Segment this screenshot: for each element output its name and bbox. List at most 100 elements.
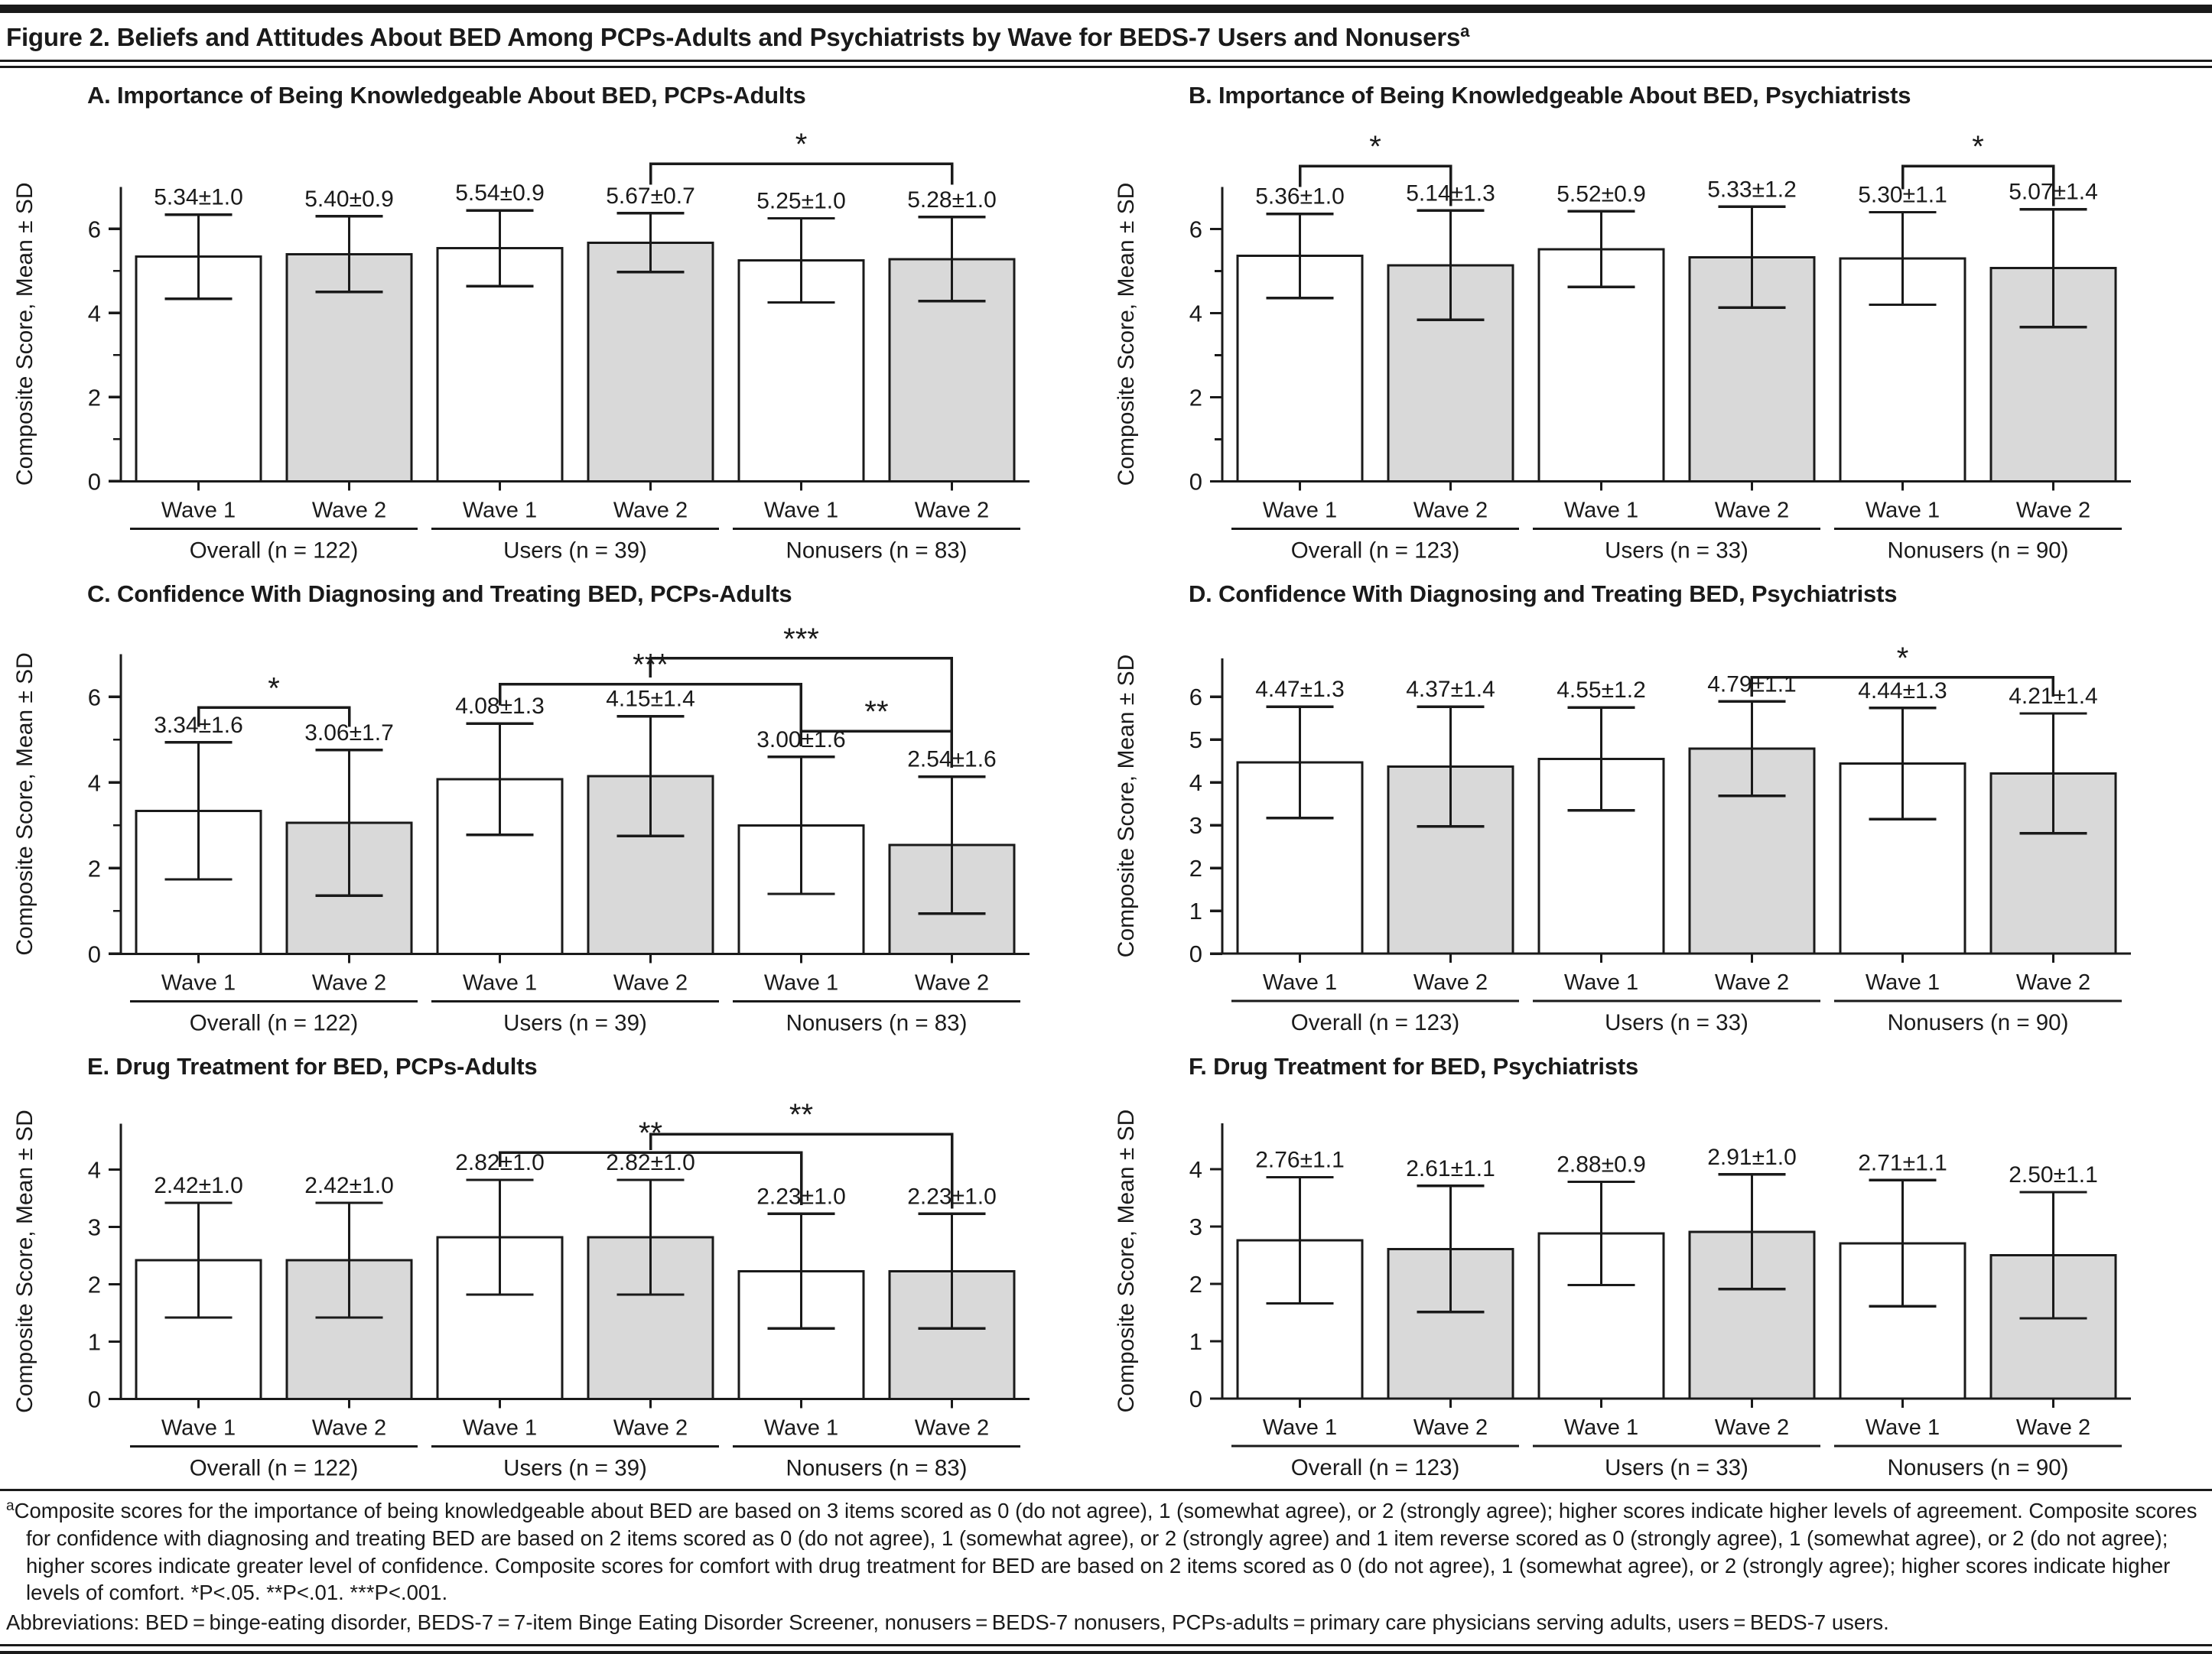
y-tick-label: 4 — [1189, 1156, 1202, 1183]
group-label: Users (n = 33) — [1605, 1010, 1748, 1035]
value-label: 2.42±1.0 — [304, 1173, 394, 1198]
y-axis-title: Composite Score, Mean ± SD — [1114, 1110, 1139, 1413]
wave-label: Wave 1 — [161, 970, 236, 995]
group-label: Nonusers (n = 83) — [786, 1010, 968, 1035]
panel-b-chart: 0 2 4 6 Composite Score, Mean ± SD 5.36±1.0 Wa… — [1114, 130, 2131, 563]
wave-label: Wave 2 — [613, 1415, 688, 1440]
panel-f: F. Drug Treatment for BED, Psychiatrists… — [1106, 1041, 2207, 1486]
value-label: 5.28±1.0 — [907, 187, 997, 213]
wave-label: Wave 2 — [1413, 970, 1488, 995]
y-tick-label: 4 — [88, 1156, 101, 1183]
sig-label: ** — [789, 1098, 813, 1132]
value-label: 4.44±1.3 — [1858, 678, 1947, 704]
group-label: Nonusers (n = 83) — [786, 538, 968, 563]
y-tick-label: 6 — [1189, 216, 1202, 242]
y-tick-label: 3 — [1189, 812, 1202, 839]
wave-label: Wave 2 — [915, 970, 989, 995]
y-tick-label: 1 — [1189, 1328, 1202, 1355]
y-tick-label: 2 — [1189, 855, 1202, 882]
wave-label: Wave 2 — [2016, 1415, 2090, 1440]
panel-d: D. Confidence With Diagnosing and Treati… — [1106, 568, 2207, 1041]
sig-label: * — [268, 671, 280, 705]
wave-label: Wave 1 — [764, 1415, 838, 1440]
panel-e: E. Drug Treatment for BED, PCPs-Adults 0… — [5, 1041, 1106, 1486]
value-label: 4.55±1.2 — [1557, 678, 1646, 703]
y-tick-label: 2 — [88, 1271, 101, 1298]
value-label: 5.67±0.7 — [606, 184, 695, 209]
group-label: Overall (n = 122) — [190, 1455, 359, 1480]
value-label: 5.40±0.9 — [304, 187, 394, 212]
panel-d-chart: 0 1 2 3 4 5 6 Composite Score, Mean ± SD 4.47±1.… — [1114, 642, 2131, 1035]
wave-label: Wave 2 — [1413, 1415, 1488, 1440]
value-label: 4.15±1.4 — [606, 686, 695, 711]
y-tick-label: 3 — [1189, 1214, 1202, 1240]
wave-label: Wave 1 — [1263, 1415, 1337, 1440]
panel-c-title: C. Confidence With Diagnosing and Treati… — [87, 580, 792, 607]
group-label: Nonusers (n = 90) — [1888, 1010, 2069, 1035]
group-label: Nonusers (n = 83) — [786, 1455, 968, 1480]
value-label: 5.52±0.9 — [1557, 181, 1646, 206]
footnote-divider-rule — [0, 1489, 2212, 1491]
wave-label: Wave 2 — [613, 970, 688, 995]
panel-c: C. Confidence With Diagnosing and Treati… — [5, 568, 1106, 1041]
group-label: Users (n = 39) — [503, 1455, 647, 1480]
footnote-marker: a — [6, 1498, 15, 1514]
sig-bracket — [1901, 164, 2055, 206]
wave-label: Wave 1 — [463, 1415, 537, 1440]
value-label: 2.91±1.0 — [1707, 1145, 1797, 1170]
y-tick-label: 1 — [88, 1328, 101, 1355]
sig-label: * — [1897, 642, 1909, 675]
top-border-bar — [0, 5, 2212, 13]
y-tick-label: 0 — [1189, 1386, 1202, 1412]
value-label: 2.42±1.0 — [154, 1173, 243, 1198]
panel-e-title: E. Drug Treatment for BED, PCPs-Adults — [87, 1053, 538, 1080]
wave-label: Wave 2 — [613, 498, 688, 522]
y-tick-label: 4 — [1189, 300, 1202, 327]
bar — [587, 241, 714, 483]
panel-a-chart: 0 2 4 6 Composite Score, Mean ± SD 5.34±1.0 Wa… — [12, 128, 1030, 563]
wave-label: Wave 1 — [463, 498, 537, 522]
value-label: 4.37±1.4 — [1406, 677, 1495, 702]
y-axis-title: Composite Score, Mean ± SD — [12, 1110, 37, 1413]
panel-a-title: A. Importance of Being Knowledgeable Abo… — [87, 82, 806, 109]
sig-label: *** — [783, 622, 819, 656]
wave-label: Wave 1 — [161, 1415, 236, 1440]
y-tick-label: 5 — [1189, 726, 1202, 753]
value-label: 2.61±1.1 — [1406, 1156, 1495, 1181]
y-tick-label: 2 — [1189, 1271, 1202, 1298]
group-label: Users (n = 33) — [1605, 538, 1748, 563]
wave-label: Wave 1 — [1866, 1415, 1940, 1440]
group-label: Overall (n = 123) — [1291, 538, 1460, 563]
sig-bracket — [649, 162, 954, 185]
y-tick-label: 0 — [1189, 468, 1202, 495]
wave-label: Wave 1 — [764, 498, 838, 522]
sig-bracket — [649, 656, 954, 768]
y-tick-label: 6 — [88, 684, 101, 710]
panel-b-title: B. Importance of Being Knowledgeable Abo… — [1189, 82, 1911, 109]
value-label: 5.33±1.2 — [1707, 177, 1797, 202]
group-label: Users (n = 33) — [1605, 1455, 1748, 1480]
wave-label: Wave 2 — [2016, 970, 2090, 995]
wave-label: Wave 1 — [1564, 498, 1638, 522]
figure-title-text: Figure 2. Beliefs and Attitudes About BE… — [6, 23, 1461, 51]
sig-bracket — [649, 1132, 954, 1208]
group-label: Nonusers (n = 90) — [1888, 1455, 2069, 1480]
wave-label: Wave 2 — [1715, 498, 1789, 522]
group-label: Nonusers (n = 90) — [1888, 538, 2069, 563]
panel-e-chart: 0 1 2 3 4 Composite Score, Mean ± SD 2.42±1.0 W… — [12, 1098, 1030, 1480]
group-label: Overall (n = 122) — [190, 538, 359, 563]
value-label: 4.47±1.3 — [1255, 677, 1345, 702]
sig-label: * — [1369, 130, 1381, 164]
group-label: Users (n = 39) — [503, 538, 647, 563]
wave-label: Wave 1 — [1263, 498, 1337, 522]
wave-label: Wave 2 — [1715, 1415, 1789, 1440]
sig-label: ** — [864, 695, 888, 729]
wave-label: Wave 1 — [1564, 970, 1638, 995]
y-tick-label: 0 — [88, 468, 101, 495]
value-label: 2.71±1.1 — [1858, 1150, 1947, 1175]
y-tick-label: 0 — [1189, 941, 1202, 967]
panel-f-title: F. Drug Treatment for BED, Psychiatrists — [1189, 1053, 1639, 1080]
y-tick-label: 6 — [1189, 684, 1202, 710]
wave-label: Wave 2 — [915, 498, 989, 522]
